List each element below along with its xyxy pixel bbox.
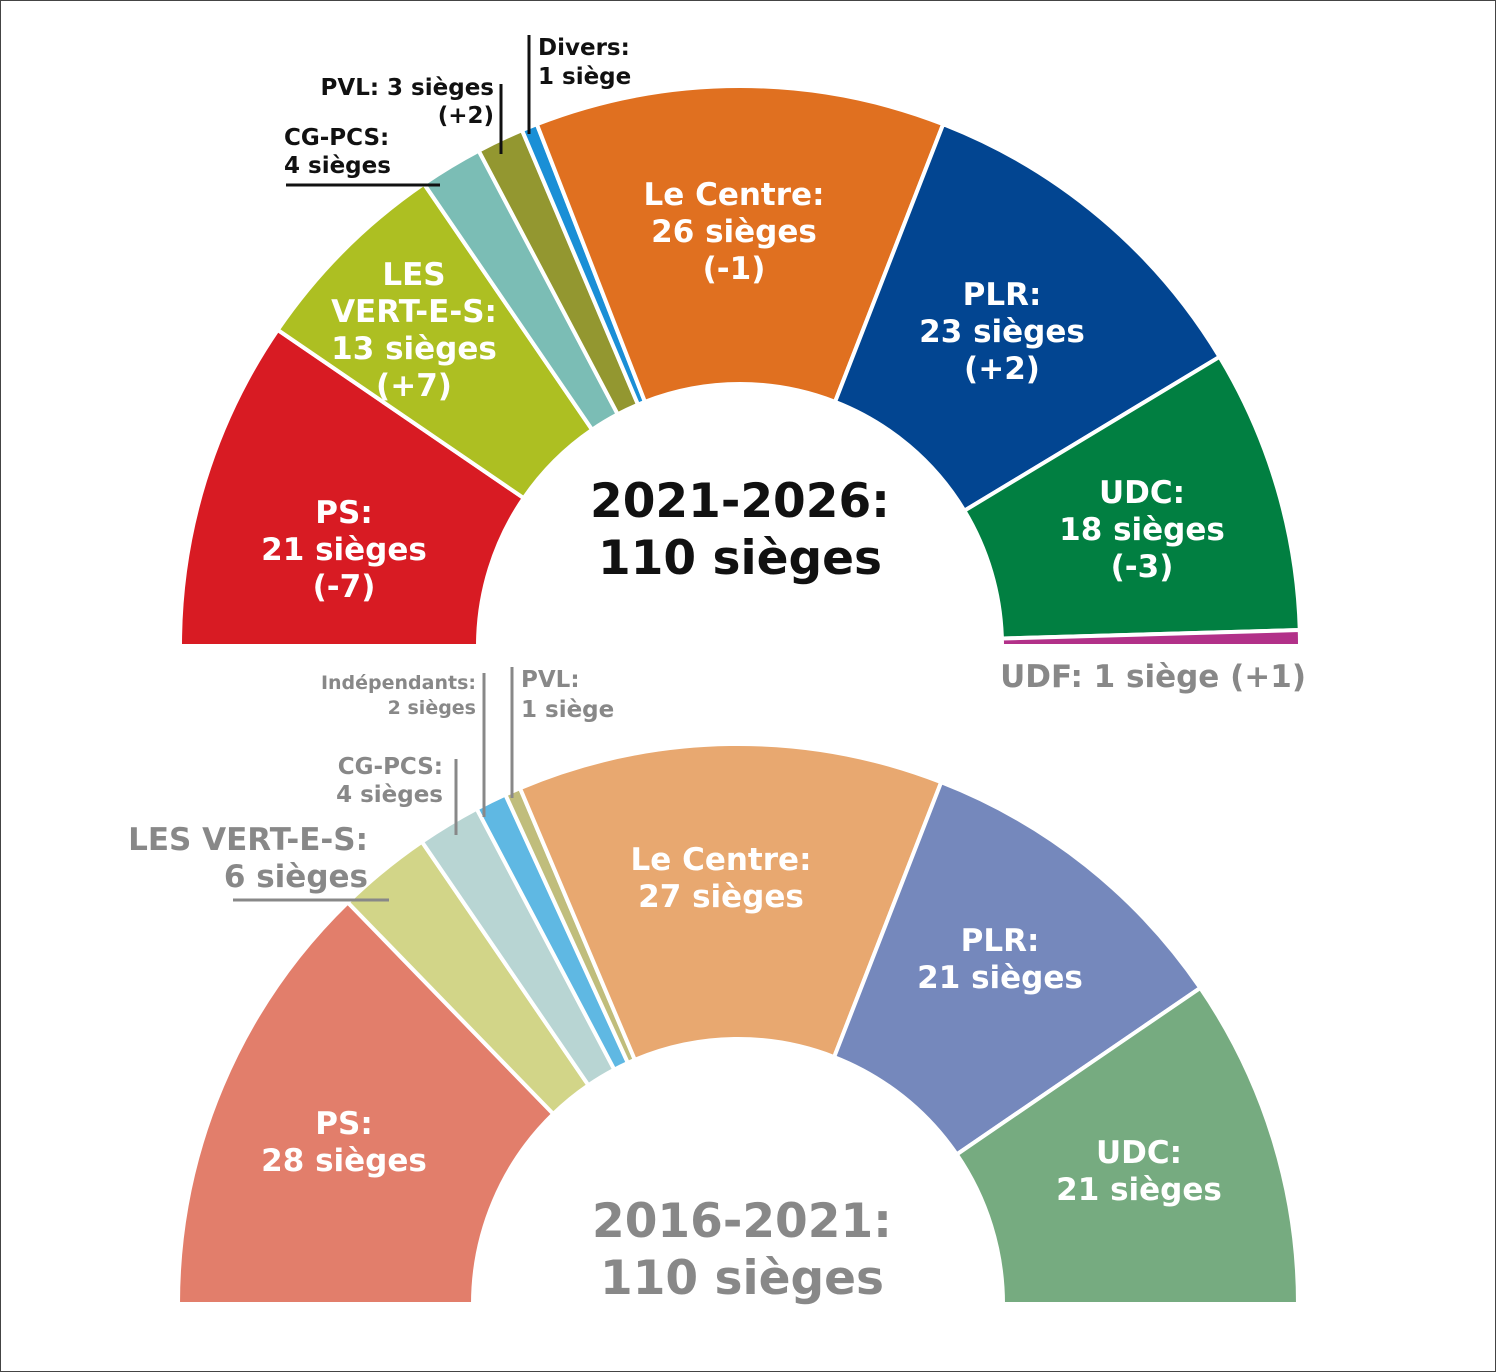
- label-cgpcs-2016: CG-PCS: 4 sièges: [336, 754, 443, 808]
- label-udc-2021: UDC: 18 sièges (-3): [1059, 475, 1225, 585]
- label-centre-2016: Le Centre: 27 sièges: [631, 842, 812, 915]
- seat-sector-0-8: [999, 627, 1303, 648]
- label-udc-2016: UDC: 21 sièges: [1056, 1135, 1222, 1208]
- label-verts-2021: LES VERT-E-S: 13 sièges (+7): [331, 257, 497, 404]
- label-centre-2021: Le Centre: 26 sièges (-1): [644, 177, 825, 287]
- label-independants-2016: Indépendants: 2 sièges: [321, 672, 476, 719]
- label-plr-2016: PLR: 21 sièges: [917, 923, 1083, 996]
- label-pvl-2016: PVL: 1 siège: [521, 667, 614, 723]
- seat-sector-0-5: [534, 84, 946, 405]
- label-plr-2021: PLR: 23 sièges (+2): [919, 277, 1085, 387]
- seat-sector-1-6: [831, 779, 1204, 1158]
- label-udf-2021: UDF: 1 siège (+1): [1000, 659, 1306, 695]
- center-title-2016: 2016-2021: 110 sièges: [592, 1194, 892, 1306]
- seat-sector-1-5: [517, 742, 944, 1063]
- label-ps-2016: PS: 28 sièges: [261, 1106, 427, 1179]
- label-cgpcs-2021: CG-PCS: 4 sièges: [284, 125, 391, 179]
- label-divers-2021: Divers: 1 siège: [538, 35, 631, 90]
- seat-sector-1-7: [953, 985, 1301, 1306]
- center-title-2021: 2021-2026: 110 sièges: [590, 474, 890, 586]
- seat-sector-1-0: [175, 899, 557, 1306]
- seat-sector-0-0: [177, 327, 527, 648]
- label-pvl-2021: PVL: 3 sièges (+2): [321, 75, 494, 129]
- label-ps-2021: PS: 21 sièges (-7): [261, 495, 427, 605]
- label-verts-2016: LES VERT-E-S: 6 sièges: [128, 822, 368, 895]
- seat-sector-0-7: [961, 354, 1302, 641]
